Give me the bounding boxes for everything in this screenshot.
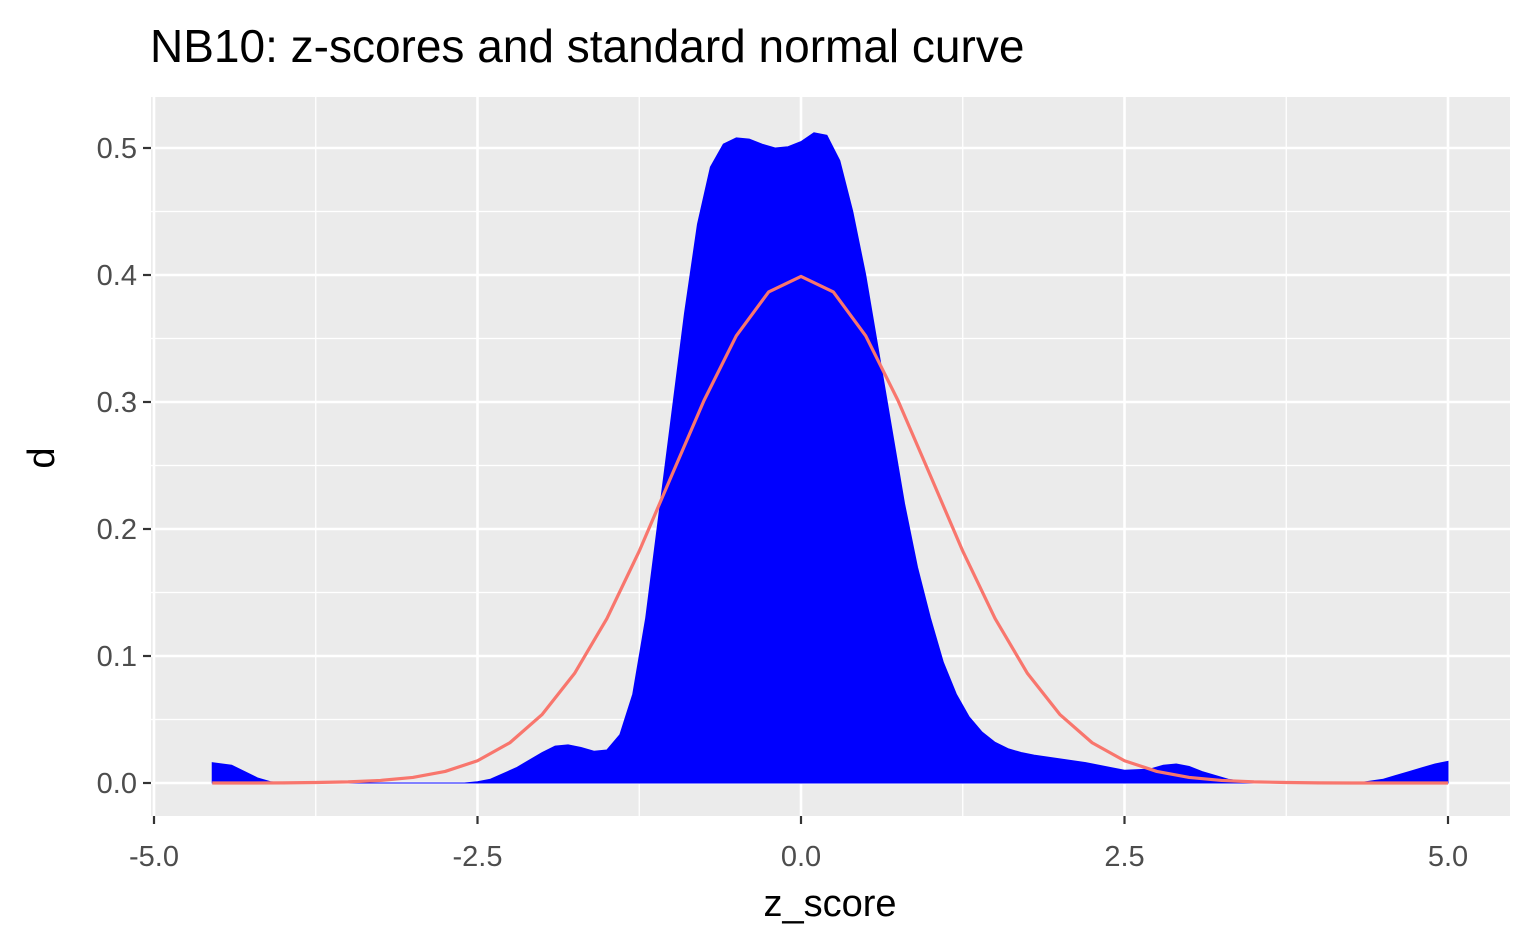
density-area-layer	[211, 132, 1449, 784]
y-tick-label: 0.2	[97, 514, 137, 546]
chart-title: NB10: z-scores and standard normal curve	[150, 20, 1024, 72]
x-tick-label: 0.0	[781, 841, 821, 873]
y-tick-label: 0.3	[97, 387, 137, 419]
x-tick-label: -2.5	[453, 841, 503, 873]
y-tick-label: 0.5	[97, 133, 137, 165]
normal-curve-line	[212, 274, 1448, 785]
axes: -5.0 -2.5 0.0 2.5 5.0 0.0 0.1 0.2 0.3 0.4 0.5	[97, 133, 1468, 873]
x-tick-label: 5.0	[1428, 841, 1468, 873]
x-axis-label: z_score	[763, 883, 896, 925]
y-tick-label: 0.1	[97, 641, 137, 673]
x-tick-label: 2.5	[1104, 841, 1144, 873]
normal-curve-layer	[212, 274, 1448, 785]
y-axis-label: d	[21, 447, 63, 468]
y-tick-label: 0.0	[97, 768, 137, 800]
x-tick-label: -5.0	[129, 841, 179, 873]
density-area	[211, 132, 1449, 784]
y-tick-label: 0.4	[97, 260, 137, 292]
